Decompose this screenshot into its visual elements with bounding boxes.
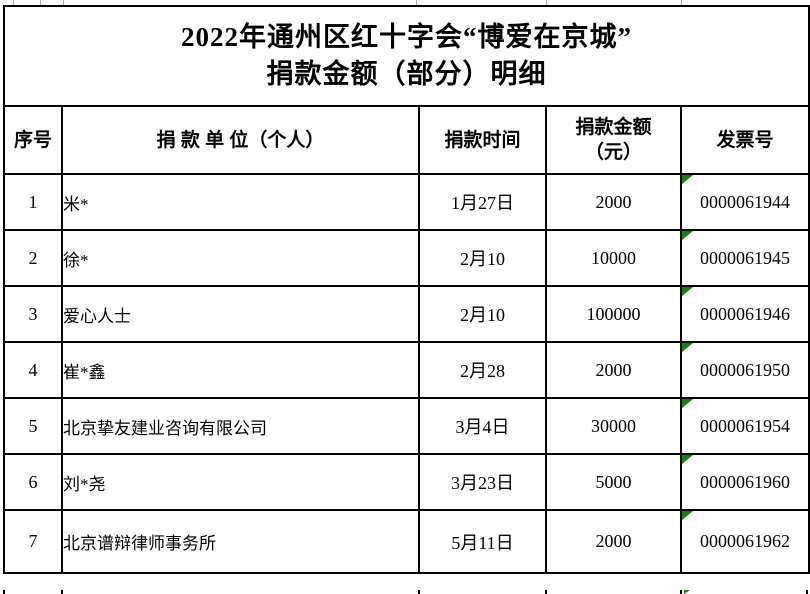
col-header-invoice[interactable]: 发票号 <box>679 105 810 175</box>
serial-cell[interactable]: 6 <box>3 453 63 511</box>
gridline-tick <box>546 0 547 5</box>
header-row: 序号 捐 款 单 位（个人） 捐款时间 捐款金额 （元） 发票号 <box>3 105 810 175</box>
serial-cell[interactable]: 1 <box>3 173 63 231</box>
invoice-cell[interactable]: 0000061950 <box>679 341 810 399</box>
table-row: 5 北京挚友建业咨询有限公司 3月4日 30000 0000061954 <box>3 397 810 455</box>
donor-cell[interactable]: 爱心人士 <box>61 285 420 343</box>
date-cell[interactable]: 2月28 <box>418 341 547 399</box>
cell-flag-triangle-icon <box>683 344 693 352</box>
donor-cell[interactable]: 北京挚友建业咨询有限公司 <box>61 397 420 455</box>
date-cell[interactable]: 3月4日 <box>418 397 547 455</box>
date-cell[interactable]: 3月23日 <box>418 453 547 511</box>
invoice-number: 0000061954 <box>700 415 791 436</box>
amount-cell[interactable]: 10000 <box>545 229 682 287</box>
invoice-number: 0000061960 <box>700 471 791 492</box>
serial-cell[interactable]: 5 <box>3 397 63 455</box>
gridline-tick <box>13 0 14 5</box>
invoice-cell[interactable]: 0000061945 <box>679 229 810 287</box>
invoice-cell[interactable]: 0000061960 <box>679 453 810 511</box>
invoice-number: 0000061946 <box>700 303 791 324</box>
table-row: 7 北京谱辩律师事务所 5月11日 2000 0000061962 <box>3 509 810 574</box>
date-cell[interactable]: 2月10 <box>418 229 547 287</box>
donor-cell[interactable]: 北京谱辩律师事务所 <box>61 509 420 574</box>
amount-cell[interactable]: 2000 <box>545 509 682 574</box>
donor-cell[interactable]: 崔*鑫 <box>61 341 420 399</box>
amount-cell[interactable]: 2000 <box>545 173 682 231</box>
col-header-donor[interactable]: 捐 款 单 位（个人） <box>61 105 420 175</box>
donor-cell[interactable]: 徐* <box>61 229 420 287</box>
serial-cell[interactable]: 4 <box>3 341 63 399</box>
table-row: 4 崔*鑫 2月28 2000 0000061950 <box>3 341 810 399</box>
cell-flag-triangle-icon <box>683 512 693 520</box>
amount-cell[interactable]: 5000 <box>545 453 682 511</box>
gridline-tick <box>806 590 808 594</box>
amount-cell[interactable]: 30000 <box>545 397 682 455</box>
donation-table: 2022年通州区红十字会“博爱在京城” 捐款金额（部分）明细 序号 捐 款 单 … <box>2 5 810 574</box>
gridline-tick <box>545 590 547 594</box>
invoice-cell[interactable]: 0000061954 <box>679 397 810 455</box>
invoice-number: 0000061944 <box>700 191 791 212</box>
amount-cell[interactable]: 100000 <box>545 285 682 343</box>
amount-cell[interactable]: 2000 <box>545 341 682 399</box>
col-header-date[interactable]: 捐款时间 <box>418 105 547 175</box>
gridline-tick <box>61 590 63 594</box>
gridline-tick <box>681 0 682 5</box>
serial-cell[interactable]: 7 <box>3 509 63 574</box>
table-row: 3 爱心人士 2月10 100000 0000061946 <box>3 285 810 343</box>
invoice-cell[interactable]: 0000061944 <box>679 173 810 231</box>
cell-flag-triangle-icon <box>683 288 693 296</box>
cell-flag-triangle-icon <box>683 176 693 184</box>
gridline-tick <box>680 590 682 594</box>
cell-flag-triangle-icon <box>683 456 693 464</box>
table-title-line2: 捐款金额（部分）明细 <box>266 59 547 89</box>
date-cell[interactable]: 5月11日 <box>418 509 547 574</box>
invoice-number: 0000061950 <box>700 359 791 380</box>
invoice-cell[interactable]: 0000061946 <box>679 285 810 343</box>
cell-flag-triangle-icon <box>684 590 690 594</box>
serial-cell[interactable]: 2 <box>3 229 63 287</box>
date-cell[interactable]: 2月10 <box>418 285 547 343</box>
gridline-tick <box>418 590 420 594</box>
gridline-tick <box>3 590 5 594</box>
table-row: 1 米* 1月27日 2000 0000061944 <box>3 173 810 231</box>
invoice-number: 0000061945 <box>700 247 791 268</box>
donor-cell[interactable]: 米* <box>61 173 420 231</box>
donor-cell[interactable]: 刘*尧 <box>61 453 420 511</box>
invoice-cell[interactable]: 0000061962 <box>679 509 810 574</box>
date-cell[interactable]: 1月27日 <box>418 173 547 231</box>
cell-flag-triangle-icon <box>683 232 693 240</box>
gridline-tick <box>416 0 417 5</box>
gridline-tick <box>40 0 41 5</box>
col-header-amount[interactable]: 捐款金额 （元） <box>545 105 682 175</box>
table-row: 6 刘*尧 3月23日 5000 0000061960 <box>3 453 810 511</box>
table-row: 2 徐* 2月10 10000 0000061945 <box>3 229 810 287</box>
table-title-cell[interactable]: 2022年通州区红十字会“博爱在京城” 捐款金额（部分）明细 <box>2 5 810 107</box>
serial-cell[interactable]: 3 <box>3 285 63 343</box>
invoice-number: 0000061962 <box>700 531 791 551</box>
table-title-line1: 2022年通州区红十字会“博爱在京城” <box>181 22 633 52</box>
gridline-tick <box>63 0 64 5</box>
cell-flag-triangle-icon <box>683 400 693 408</box>
col-header-serial[interactable]: 序号 <box>3 105 63 175</box>
